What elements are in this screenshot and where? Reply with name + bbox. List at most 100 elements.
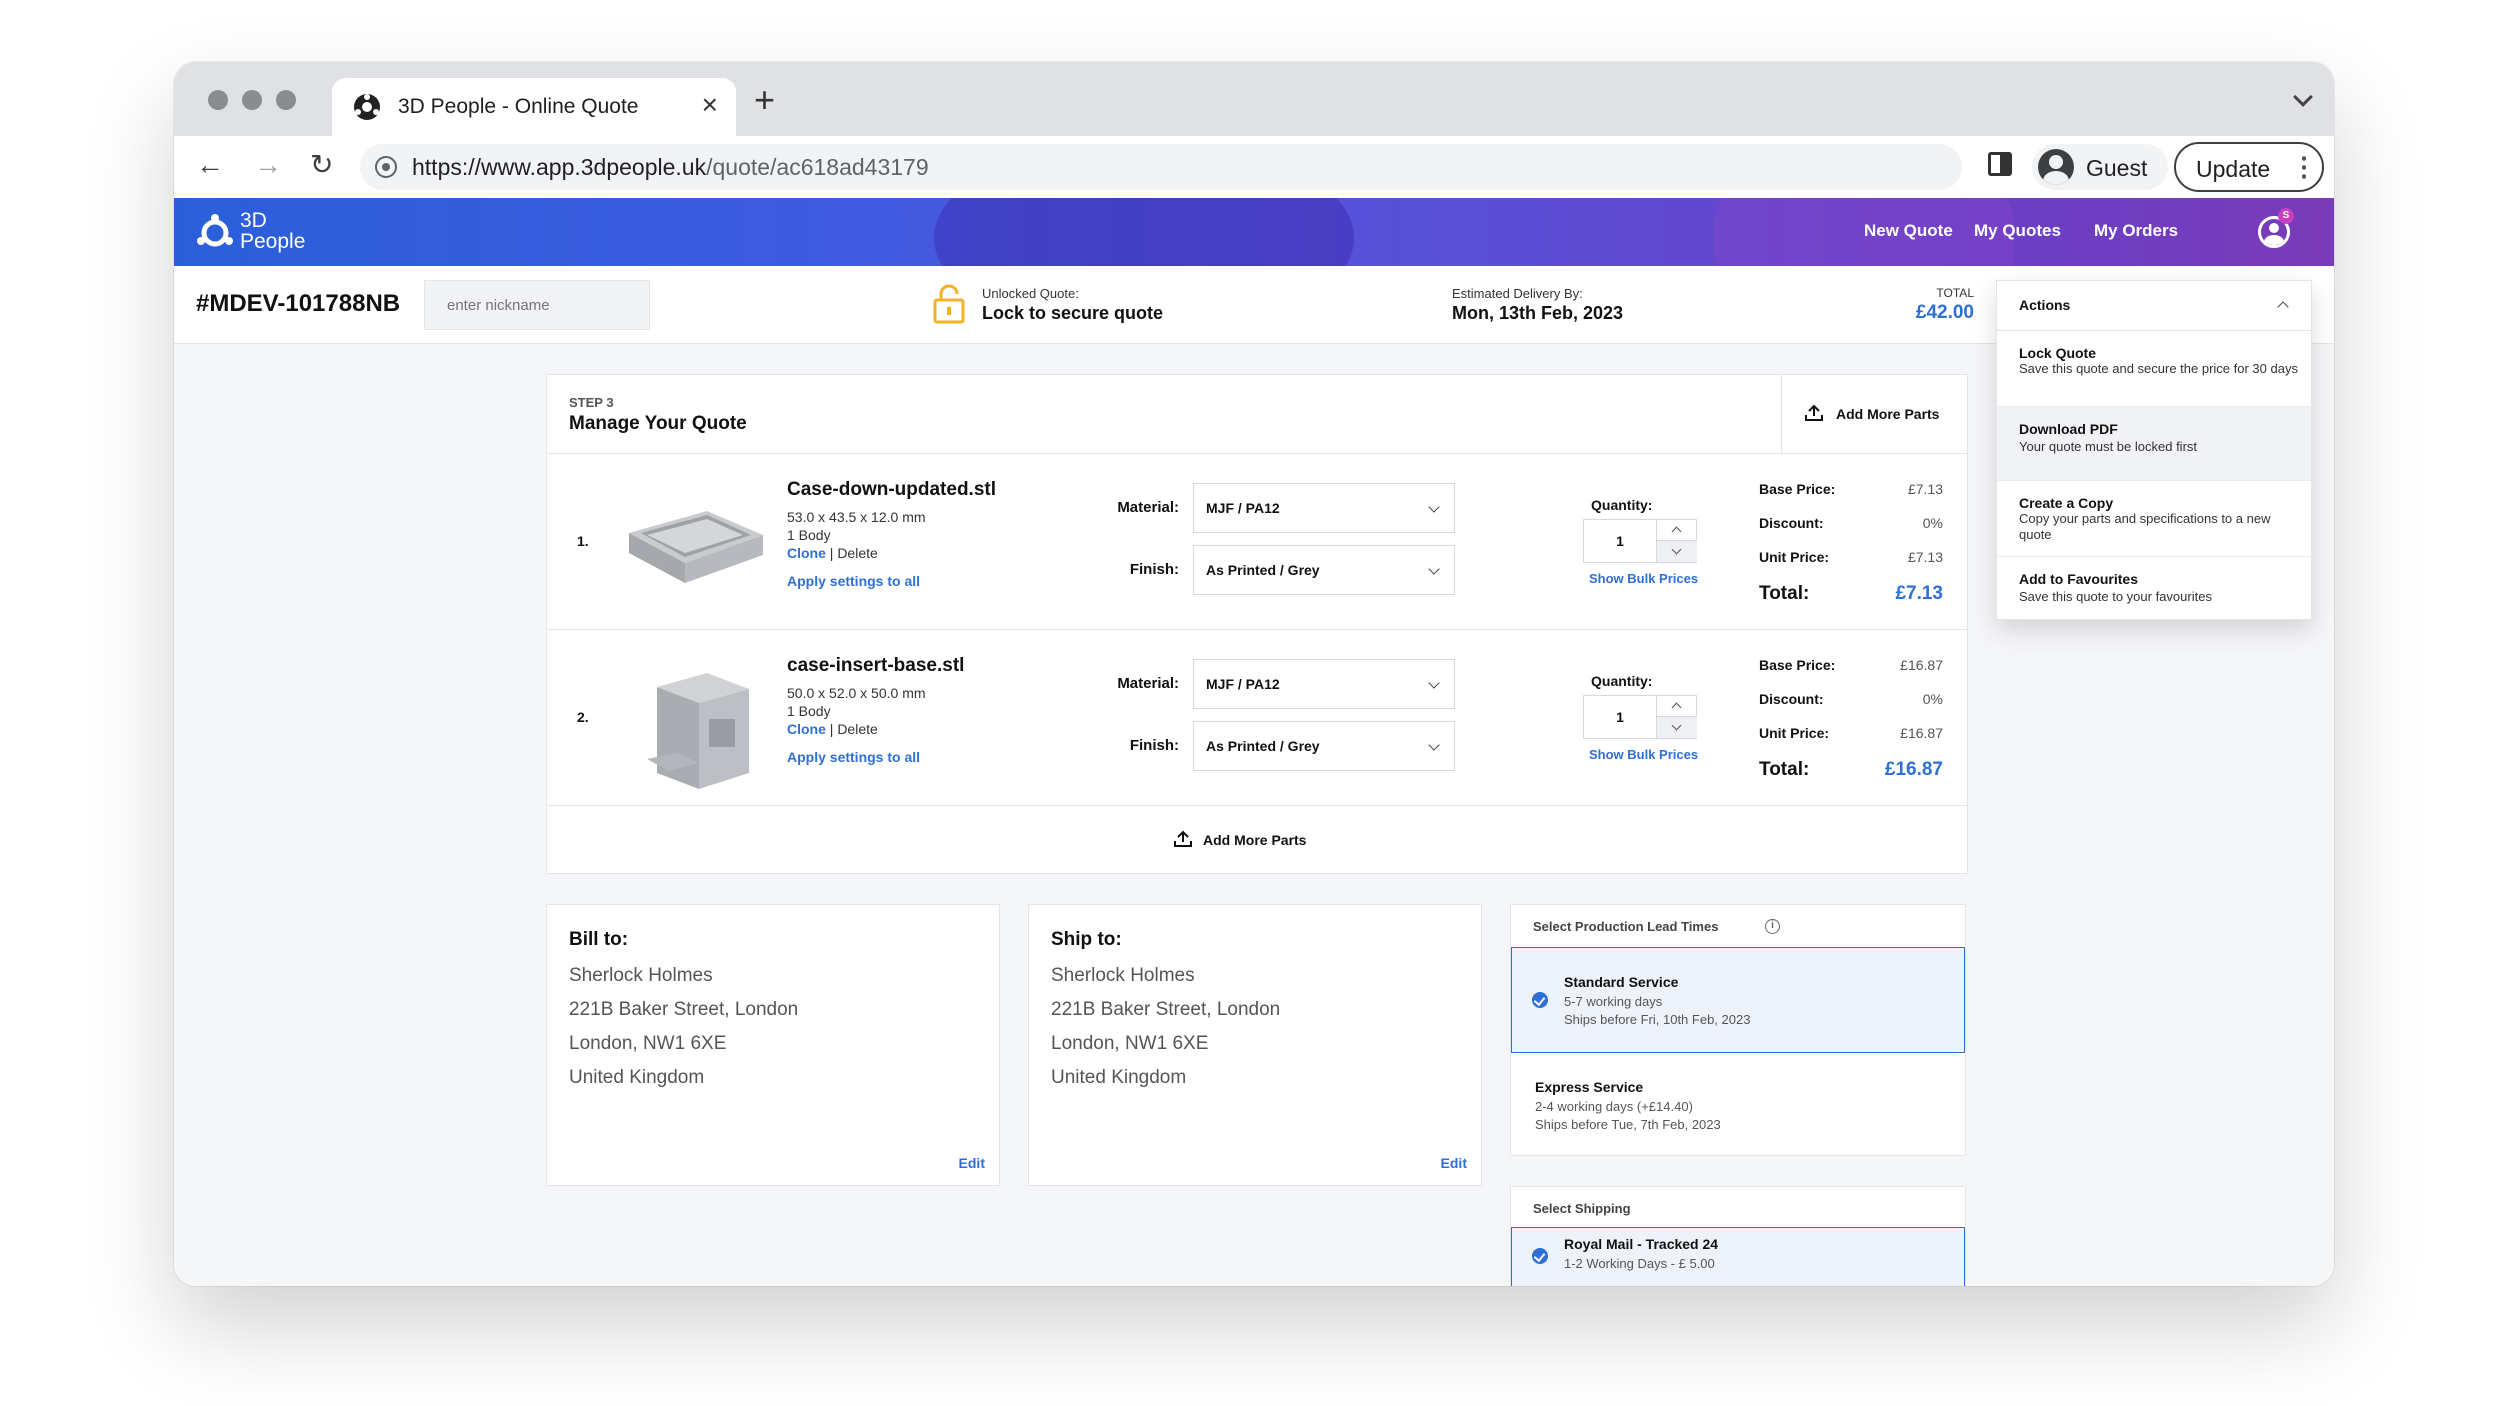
part-number: 2.: [577, 709, 589, 725]
add-more-parts-button-bottom[interactable]: Add More Parts: [1147, 805, 1367, 875]
action-add-favourites[interactable]: Add to Favourites Save this quote to you…: [1997, 557, 2311, 621]
nickname-input[interactable]: [424, 280, 650, 330]
check-circle-icon: [1532, 1248, 1548, 1264]
browser-toolbar: ← → ↻ https://www.app.3dpeople.uk/quote/…: [174, 136, 2334, 198]
account-icon[interactable]: [2258, 216, 2290, 248]
show-bulk-prices-link[interactable]: Show Bulk Prices: [1589, 747, 1699, 762]
quantity-label: Quantity:: [1591, 673, 1653, 689]
reload-icon[interactable]: ↻: [310, 149, 334, 180]
info-icon[interactable]: i: [1765, 919, 1780, 934]
apply-settings-link[interactable]: Apply settings to all: [787, 573, 921, 589]
bill-to-name: Sherlock Holmes: [569, 965, 713, 986]
quantity-value[interactable]: 1: [1616, 533, 1624, 549]
step-title: Manage Your Quote: [569, 413, 747, 434]
option-days: 2-4 working days (+£14.40): [1535, 1099, 1693, 1114]
material-select[interactable]: MJF / PA12: [1193, 483, 1455, 533]
chevron-up-icon[interactable]: [1657, 696, 1697, 717]
action-description: Save this quote to your favourites: [2019, 589, 2212, 604]
app-header: 3D People New Quote My Quotes My Orders S: [174, 198, 2334, 266]
actions-toggle[interactable]: Actions: [1997, 281, 2311, 331]
forward-arrow-icon[interactable]: →: [254, 149, 282, 180]
option-ship-date: Ships before Tue, 7th Feb, 2023: [1535, 1117, 1721, 1132]
quote-id: #MDEV-101788NB: [196, 290, 401, 317]
actions-dropdown: Actions Lock Quote Save this quote and s…: [1996, 280, 2312, 620]
nav-my-orders[interactable]: My Orders: [2094, 221, 2179, 240]
material-value: MJF / PA12: [1206, 676, 1280, 692]
side-panel-icon[interactable]: [1988, 152, 2012, 176]
part-links: Clone | Delete: [787, 545, 878, 561]
action-create-copy[interactable]: Create a Copy Copy your parts and specif…: [1997, 481, 2311, 557]
divider: [547, 453, 1967, 454]
header-decoration-2: [1714, 198, 2014, 266]
ship-to-edit-link[interactable]: Edit: [1440, 1155, 1467, 1171]
action-title: Lock Quote: [2019, 345, 2097, 361]
finish-value: As Printed / Grey: [1206, 738, 1320, 754]
step-label: STEP 3: [569, 395, 614, 410]
part-links: Clone | Delete: [787, 721, 878, 737]
action-description: Save this quote and secure the price for…: [2019, 361, 2298, 376]
zoom-window-button[interactable]: [276, 90, 296, 110]
clone-link[interactable]: Clone: [787, 545, 826, 561]
material-label: Material:: [1117, 499, 1179, 516]
delete-link[interactable]: Delete: [837, 545, 878, 561]
tab-active[interactable]: 3D People - Online Quote ×: [332, 78, 736, 136]
bill-to-city: London, NW1 6XE: [569, 1033, 727, 1054]
site-info-icon[interactable]: [374, 155, 398, 179]
delivery-date: Mon, 13th Feb, 2023: [1452, 303, 1624, 323]
bill-to-edit-link[interactable]: Edit: [958, 1155, 985, 1171]
add-more-parts-button-top[interactable]: Add More Parts: [1781, 375, 1967, 453]
chevron-down-icon: [1428, 677, 1440, 689]
unit-price-label: Unit Price:: [1759, 549, 1830, 565]
part-total-value: £16.87: [1884, 759, 1943, 780]
finish-select[interactable]: As Printed / Grey: [1193, 721, 1455, 771]
part-total-label: Total:: [1759, 759, 1810, 780]
action-lock-quote[interactable]: Lock Quote Save this quote and secure th…: [1997, 331, 2311, 407]
main-content: STEP 3 Manage Your Quote Add More Parts …: [174, 344, 2334, 1286]
quantity-stepper[interactable]: 1: [1583, 519, 1697, 563]
action-download-pdf[interactable]: Download PDF Your quote must be locked f…: [1997, 407, 2311, 481]
quantity-stepper[interactable]: 1: [1583, 695, 1697, 739]
profile-button[interactable]: Guest: [2032, 144, 2168, 190]
nav-my-quotes[interactable]: My Quotes: [1974, 221, 2061, 240]
tab-close-icon[interactable]: ×: [701, 89, 718, 120]
finish-select[interactable]: As Printed / Grey: [1193, 545, 1455, 595]
back-arrow-icon[interactable]: ←: [196, 149, 224, 180]
lead-times-card: Select Production Lead Times i Standard …: [1510, 904, 1966, 1156]
show-bulk-prices-link[interactable]: Show Bulk Prices: [1589, 571, 1699, 586]
lock-status-label: Unlocked Quote:: [982, 286, 1079, 301]
express-service-option[interactable]: Express Service 2-4 working days (+£14.4…: [1511, 1053, 1965, 1157]
chevron-down-icon[interactable]: [1657, 717, 1697, 738]
tab-search-chevron-icon[interactable]: [2293, 87, 2313, 107]
bill-to-card: Bill to: Sherlock Holmes 221B Baker Stre…: [546, 904, 1000, 1186]
brand-logo[interactable]: 3D People: [196, 210, 336, 256]
base-price-value: £7.13: [1907, 481, 1943, 497]
new-tab-icon[interactable]: +: [754, 79, 776, 120]
divider: [547, 805, 1967, 806]
update-button[interactable]: Update: [2174, 142, 2324, 192]
option-days: 5-7 working days: [1564, 994, 1663, 1009]
quantity-value[interactable]: 1: [1616, 709, 1624, 725]
chevron-up-icon[interactable]: [1657, 520, 1697, 541]
apply-settings-link[interactable]: Apply settings to all: [787, 749, 921, 765]
delete-link[interactable]: Delete: [837, 721, 878, 737]
chevron-down-icon[interactable]: [1657, 541, 1697, 562]
part-number: 1.: [577, 533, 589, 549]
part-thumbnail-case-down[interactable]: [623, 493, 767, 587]
standard-service-option[interactable]: Standard Service 5-7 working days Ships …: [1511, 947, 1965, 1053]
part-thumbnail-case-insert[interactable]: [647, 669, 757, 793]
address-bar[interactable]: https://www.app.3dpeople.uk/quote/ac618a…: [360, 144, 1962, 190]
finish-label: Finish:: [1129, 737, 1179, 754]
nav-new-quote[interactable]: New Quote: [1864, 221, 1953, 240]
material-value: MJF / PA12: [1206, 500, 1280, 516]
close-window-button[interactable]: [208, 90, 228, 110]
clone-link[interactable]: Clone: [787, 721, 826, 737]
bill-to-street: 221B Baker Street, London: [569, 999, 799, 1020]
material-select[interactable]: MJF / PA12: [1193, 659, 1455, 709]
total-amount: £42.00: [1915, 302, 1974, 323]
royal-mail-option[interactable]: Royal Mail - Tracked 24 1-2 Working Days…: [1511, 1227, 1965, 1286]
add-more-parts-label: Add More Parts: [1203, 832, 1307, 848]
discount-label: Discount:: [1759, 515, 1824, 531]
minimize-window-button[interactable]: [242, 90, 262, 110]
account-badge: S: [2278, 208, 2294, 224]
part-dimensions: 50.0 x 52.0 x 50.0 mm: [787, 685, 926, 701]
